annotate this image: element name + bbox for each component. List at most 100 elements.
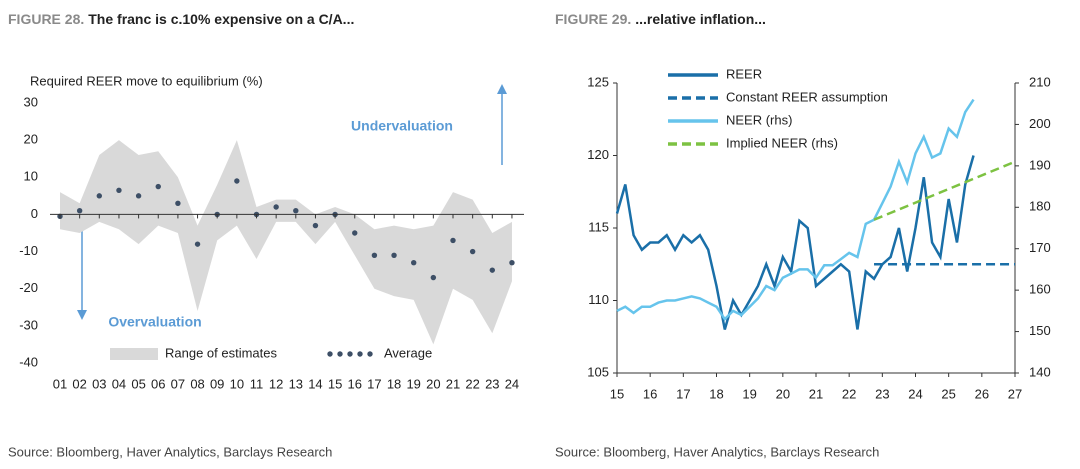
x-tick-label: 10 [230, 376, 244, 391]
x-tick-label: 18 [709, 386, 723, 401]
average-dot [430, 274, 437, 281]
y-tick-label: 110 [588, 292, 609, 307]
y2-tick-label: 190 [1029, 157, 1051, 172]
x-tick-label: 03 [92, 376, 106, 391]
average-dot [194, 241, 201, 247]
x-tick-label: 02 [72, 376, 86, 391]
x-tick-label: 21 [446, 376, 460, 391]
y2-tick-label: 170 [1029, 240, 1051, 255]
source: Source: Bloomberg, Haver Analytics, Barc… [8, 444, 332, 459]
x-tick-label: 24 [505, 376, 519, 391]
y2-tick-label: 160 [1029, 282, 1051, 297]
average-dot [352, 230, 358, 236]
y-tick-label: 115 [588, 219, 609, 234]
figure-label: FIGURE 28. [8, 11, 84, 27]
y-tick-label: 30 [24, 94, 38, 109]
average-dot [175, 200, 181, 206]
y-tick-label: 120 [587, 147, 609, 162]
x-tick-label: 25 [941, 386, 955, 401]
legend-swatch [110, 348, 158, 360]
x-tick-label: 07 [171, 376, 185, 391]
x-tick-label: 11 [250, 376, 264, 391]
x-tick-label: 15 [328, 376, 342, 391]
chart-title: FIGURE 29. ...relative inflation... [555, 11, 766, 27]
x-tick-label: 22 [842, 386, 856, 401]
y-tick-label: 10 [24, 169, 38, 184]
y-tick-label: 105 [587, 364, 609, 379]
average-dot [135, 193, 142, 199]
x-tick-label: 20 [426, 376, 440, 391]
legend-dot [357, 351, 363, 357]
annotation: Undervaluation [351, 118, 453, 134]
legend-dot [367, 351, 373, 357]
legend-label: REER [726, 66, 762, 81]
average-dot [234, 178, 240, 184]
average-dot [450, 237, 456, 244]
x-tick-label: 14 [308, 376, 322, 391]
legend-label: Constant REER assumption [726, 89, 888, 104]
average-dot [391, 252, 397, 258]
x-tick-label: 06 [151, 376, 165, 391]
x-tick-label: 23 [485, 376, 499, 391]
figure-label: FIGURE 29. [555, 11, 631, 27]
title-text: ...relative inflation... [635, 11, 766, 27]
y-tick-label: -30 [19, 317, 38, 332]
y-axis-label: Required REER move to equilibrium (%) [30, 73, 263, 88]
y2-tick-label: 200 [1029, 116, 1051, 131]
annotation: Overvaluation [108, 314, 201, 330]
legend-label: NEER (rhs) [726, 112, 792, 127]
average-dot [312, 222, 319, 229]
range-band [60, 140, 512, 345]
average-dot [116, 187, 122, 193]
y2-tick-label: 140 [1029, 364, 1051, 379]
average-dot [96, 193, 103, 199]
y-tick-label: -10 [19, 243, 38, 258]
average-dot [273, 204, 279, 210]
legend-dot [347, 351, 353, 357]
x-tick-label: 26 [975, 386, 989, 401]
x-tick-label: 19 [406, 376, 420, 391]
y-tick-label: -20 [19, 280, 38, 295]
y-tick-label: 20 [24, 132, 38, 147]
x-tick-label: 13 [289, 376, 303, 391]
x-tick-label: 17 [676, 386, 690, 401]
x-tick-label: 15 [610, 386, 624, 401]
x-tick-label: 16 [348, 376, 362, 391]
y-tick-label: -40 [19, 354, 38, 369]
arrow-head [77, 310, 87, 320]
average-dot [76, 208, 83, 214]
title-text: The franc is c.10% expensive on a C/A... [88, 11, 354, 27]
average-dot [155, 183, 161, 190]
x-tick-label: 08 [190, 376, 204, 391]
legend-label: Average [384, 345, 432, 360]
x-tick-label: 22 [465, 376, 479, 391]
average-dot [411, 260, 417, 266]
x-tick-label: 16 [643, 386, 657, 401]
average-dot [489, 267, 495, 273]
x-tick-label: 09 [210, 376, 224, 391]
x-tick-label: 18 [387, 376, 401, 391]
legend-label: Range of estimates [165, 345, 278, 360]
series-line [615, 155, 975, 330]
average-dot [293, 208, 299, 214]
arrow-head [497, 84, 507, 94]
x-tick-label: 23 [875, 386, 889, 401]
legend-label: Implied NEER (rhs) [726, 135, 838, 150]
legend-dot [327, 351, 333, 357]
x-tick-label: 21 [809, 386, 823, 401]
x-tick-label: 04 [112, 376, 126, 391]
x-tick-label: 20 [776, 386, 790, 401]
x-tick-label: 27 [1008, 386, 1022, 401]
average-dot [509, 260, 515, 266]
average-dot [371, 252, 378, 258]
x-tick-label: 12 [269, 376, 283, 391]
x-tick-label: 24 [908, 386, 922, 401]
x-tick-label: 17 [367, 376, 381, 391]
y2-tick-label: 210 [1029, 74, 1051, 89]
x-tick-label: 01 [53, 376, 67, 391]
source: Source: Bloomberg, Haver Analytics, Barc… [555, 444, 879, 459]
y-tick-label: 125 [587, 74, 609, 89]
series-line [616, 98, 975, 322]
series-line [873, 160, 1016, 221]
x-tick-label: 05 [131, 376, 145, 391]
